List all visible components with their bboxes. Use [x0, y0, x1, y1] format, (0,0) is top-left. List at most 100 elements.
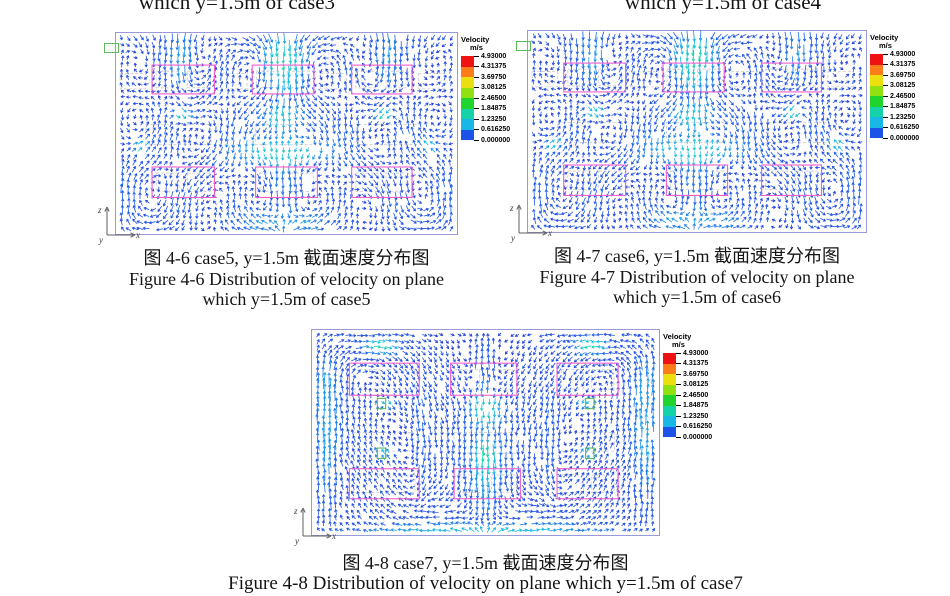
velocity-legend: Velocity m/s 4.93000 4.31375 3.69750 3.0812…: [461, 36, 519, 144]
furniture-box-gray: [145, 123, 212, 146]
plot-frame: [311, 329, 660, 536]
velocity-arrows: [321, 339, 650, 533]
velocity-arrows: [549, 37, 839, 158]
furniture-box-gray: [795, 68, 818, 87]
furniture-box-gray: [290, 172, 314, 192]
figure-caption: 图 4-7 case6, y=1.5m 截面速度分布图 Figure 4-7 D…: [457, 246, 937, 307]
velocity-arrows: [276, 51, 285, 71]
obstacle-box-magenta: [563, 62, 627, 93]
cropped-caption-above-left: which y=1.5m of case3: [138, 0, 336, 14]
legend-color-band: [461, 98, 474, 109]
legend-color-band: [461, 87, 474, 98]
obstacle-box-magenta: [348, 362, 420, 396]
furniture-box-gray: [255, 123, 315, 146]
furniture-box-gray: [418, 73, 445, 90]
furniture-box-gray: [453, 432, 518, 454]
occupant-box-green: [585, 397, 595, 410]
caption-chinese: 图 4-7 case6, y=1.5m 截面速度分布图: [553, 246, 841, 266]
legend-color-band: [870, 96, 883, 107]
furniture-box-gray: [598, 68, 622, 87]
furniture-box-gray: [320, 73, 347, 90]
legend-color-band: [461, 119, 474, 130]
obstacle-box-magenta: [351, 64, 413, 95]
velocity-arrows: [691, 44, 702, 69]
velocity-legend: Velocity m/s 4.93000 4.31375 3.69750 3.0812…: [870, 34, 928, 142]
x-axis-label: x: [135, 230, 140, 240]
velocity-vector-plot-case5: [115, 32, 458, 235]
x-axis-label: x: [331, 531, 336, 541]
obstacle-box-magenta: [563, 164, 627, 196]
legend-color-band: [870, 54, 883, 65]
obstacle-box-magenta: [450, 362, 518, 396]
furniture-box-gray: [665, 121, 725, 144]
legend-units: m/s: [470, 43, 483, 52]
furniture-box-gray: [591, 474, 615, 493]
legend-color-band: [461, 66, 474, 77]
furniture-box-gray: [560, 368, 584, 390]
axis-triad: z x y: [509, 203, 552, 243]
legend-title: Velocity m/s: [461, 36, 519, 52]
velocity-arrows: [316, 332, 655, 532]
furniture-box-gray: [385, 70, 409, 89]
occupant-box-green: [585, 447, 595, 459]
caption-english-line1: Figure 4-6 Distribution of velocity on p…: [129, 269, 444, 289]
obstacle-box-magenta: [761, 164, 822, 196]
furniture-box-gray: [567, 68, 591, 87]
furniture-box-gray: [567, 170, 591, 190]
velocity-vector-plot-case7: [311, 329, 660, 536]
obstacle-box-magenta: [255, 166, 318, 198]
velocity-arrows: [544, 30, 801, 224]
furniture-box-gray: [155, 172, 180, 192]
caption-english-line1: Figure 4-7 Distribution of velocity on p…: [539, 267, 855, 287]
legend-color-band: [663, 426, 676, 437]
furniture-box-gray: [355, 172, 379, 192]
legend-color-band: [663, 405, 676, 416]
furniture-box-gray: [186, 70, 211, 89]
obstacle-box-magenta: [351, 166, 413, 198]
figure-4-8: z x y Velocity m/s 4.93000 4.31375 3.69750…: [228, 329, 743, 594]
legend-color-band: [663, 363, 676, 374]
furniture-box-gray: [666, 68, 690, 87]
obstacle-box-magenta: [665, 164, 729, 196]
obstacle-box-magenta: [556, 362, 619, 396]
legend-colorbar: [663, 353, 676, 437]
y-axis-label: y: [98, 235, 103, 245]
obstacle-box-magenta: [453, 468, 521, 500]
legend-color-band: [461, 56, 474, 67]
legend-color-band: [870, 117, 883, 128]
legend-units: m/s: [879, 41, 892, 50]
caption-english-line2: which y=1.5m of case6: [612, 287, 782, 307]
velocity-arrows: [131, 32, 428, 233]
velocity-legend: Velocity m/s 4.93000 4.31375 3.69750 3.0812…: [663, 333, 721, 441]
obstacle-box-magenta: [662, 62, 725, 93]
velocity-arrows: [119, 34, 454, 232]
velocity-arrows: [315, 333, 656, 533]
legend-color-band: [663, 384, 676, 395]
legend-variable-name: Velocity: [870, 33, 899, 42]
legend-units: m/s: [672, 340, 685, 349]
furniture-box-gray: [491, 474, 517, 493]
green-outline-marker: [104, 43, 119, 53]
legend-color-band: [663, 374, 676, 385]
legend-color-band: [870, 85, 883, 96]
velocity-arrows: [373, 345, 599, 463]
furniture-box-gray: [385, 172, 409, 192]
legend-color-band: [663, 395, 676, 406]
velocity-arrows: [531, 32, 863, 230]
velocity-vector-plot-case6: [527, 30, 867, 233]
velocity-arrows: [274, 45, 385, 153]
plot-frame: [527, 30, 867, 233]
legend-color-band: [870, 127, 883, 138]
furniture-box-gray: [454, 368, 480, 390]
legend-color-band: [870, 75, 883, 86]
velocity-arrows: [531, 31, 863, 229]
legend-title: Velocity m/s: [870, 34, 928, 50]
furniture-box-gray: [598, 170, 622, 190]
velocity-arrows: [531, 33, 863, 230]
z-axis-label: z: [293, 506, 298, 516]
plot-frame: [115, 32, 458, 235]
velocity-arrows: [543, 30, 832, 230]
furniture-box-gray: [765, 68, 788, 87]
velocity-arrows: [132, 32, 436, 226]
